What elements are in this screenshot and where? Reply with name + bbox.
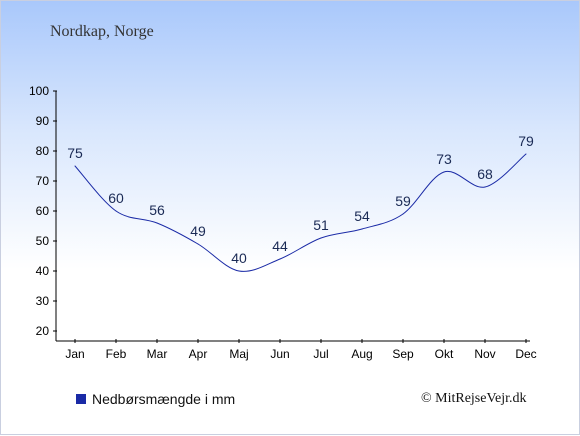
credit-text: © MitRejseVejr.dk [421,391,527,406]
data-point [279,258,281,260]
data-point [115,210,117,212]
data-label: 79 [518,133,534,149]
data-label: 40 [231,250,247,266]
x-tick-label: Nov [474,347,495,361]
x-tick-label: Aug [351,347,372,361]
chart-title: Nordkap, Norge [50,23,154,40]
data-label: 59 [395,193,411,209]
x-tick-label: Dec [515,347,536,361]
y-tick-label: 50 [36,234,50,248]
data-point [74,165,76,167]
y-tick-label: 40 [36,264,50,278]
x-tick-label: Apr [189,347,208,361]
y-tick-label: 90 [36,114,50,128]
data-point [525,153,527,155]
data-label: 49 [190,223,206,239]
x-tick-label: Feb [106,347,127,361]
data-label: 54 [354,208,370,224]
data-point [361,228,363,230]
legend-swatch [76,394,86,404]
x-tick-label: Maj [229,347,248,361]
data-point [238,270,240,272]
data-label: 56 [149,202,165,218]
y-tick-label: 80 [36,144,50,158]
data-label: 51 [313,217,329,233]
x-tick-label: Sep [392,347,414,361]
x-tick-label: Jul [313,347,328,361]
y-tick-label: 30 [36,294,50,308]
x-tick-label: Okt [435,347,454,361]
data-point [156,222,158,224]
data-point [484,186,486,188]
y-tick-label: 60 [36,204,50,218]
data-point [197,243,199,245]
data-point [320,237,322,239]
legend-label: Nedbørsmængde i mm [92,391,236,407]
data-label: 68 [477,166,493,182]
data-label: 44 [272,238,288,254]
data-label: 60 [108,190,124,206]
data-label: 73 [436,151,452,167]
series-line [74,153,527,272]
data-point [402,213,404,215]
y-tick-label: 100 [29,84,49,98]
data-label: 75 [67,145,83,161]
x-tick-label: Jun [270,347,289,361]
y-tick-label: 70 [36,174,50,188]
y-tick-label: 20 [36,324,50,338]
x-tick-label: Mar [147,347,168,361]
legend: Nedbørsmængde i mm [76,391,235,407]
data-point [443,171,445,173]
x-tick-label: Jan [65,347,84,361]
